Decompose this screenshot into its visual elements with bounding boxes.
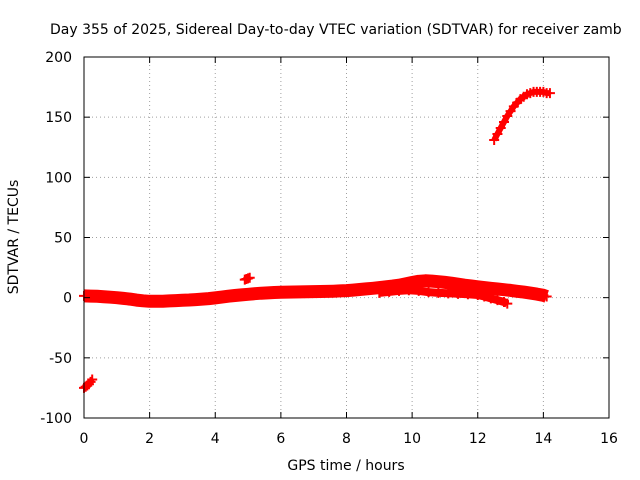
data-point <box>453 288 464 299</box>
y-axis-label: SDTVAR / TECUs <box>6 180 22 295</box>
x-tick-label: 12 <box>469 431 487 447</box>
data-point <box>541 291 552 302</box>
data-point <box>472 290 483 301</box>
data-point <box>462 289 473 300</box>
data-point <box>492 129 503 140</box>
x-tick-label: 6 <box>276 431 285 447</box>
data-point <box>413 285 424 296</box>
y-tick-label: 100 <box>45 170 72 186</box>
axis-ticks <box>83 56 610 419</box>
x-tick-label: 10 <box>403 431 421 447</box>
data-point <box>443 288 454 299</box>
data-point <box>502 298 513 309</box>
data-point <box>394 285 404 296</box>
y-tick-label: 150 <box>45 110 72 126</box>
series-start-outliers <box>79 374 98 393</box>
data-marks <box>79 86 555 393</box>
x-tick-label: 2 <box>145 431 154 447</box>
x-axis-label: GPS time / hours <box>287 458 404 474</box>
data-point <box>433 287 444 298</box>
x-tick-labels: 0 2 4 6 8 10 12 14 16 <box>80 431 618 447</box>
data-point <box>87 374 98 385</box>
y-tick-label: 200 <box>45 50 72 66</box>
y-tick-label: 50 <box>54 231 72 247</box>
data-point <box>244 272 255 283</box>
chart-title: Day 355 of 2025, Sidereal Day-to-day VTE… <box>50 22 622 38</box>
series-isolated-cluster <box>239 272 255 285</box>
y-tick-labels: -100 -50 0 50 100 150 200 <box>40 50 72 427</box>
x-tick-label: 8 <box>342 431 351 447</box>
x-tick-label: 16 <box>600 431 618 447</box>
data-point <box>374 287 385 298</box>
series-main-band <box>79 274 552 308</box>
x-tick-label: 0 <box>80 431 89 447</box>
data-point <box>423 287 434 298</box>
data-point <box>531 289 542 300</box>
data-point <box>407 277 418 288</box>
data-point <box>485 293 496 304</box>
series-upper-arc <box>489 86 555 146</box>
y-tick-label: 0 <box>63 291 72 307</box>
data-point <box>403 285 414 296</box>
data-point <box>495 122 506 133</box>
data-point <box>384 286 395 297</box>
grid-lines <box>84 57 609 418</box>
series-lower-branch <box>374 285 513 309</box>
y-tick-label: -50 <box>49 351 72 367</box>
data-point <box>544 88 555 99</box>
data-point <box>479 291 490 302</box>
y-tick-label: -100 <box>40 411 72 427</box>
data-point <box>492 295 503 306</box>
x-tick-label: 4 <box>211 431 220 447</box>
x-tick-label: 14 <box>534 431 552 447</box>
data-point <box>499 116 509 127</box>
data-point <box>489 135 500 146</box>
